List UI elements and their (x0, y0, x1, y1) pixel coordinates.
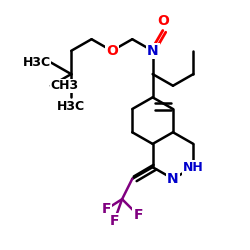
Text: N: N (147, 44, 158, 58)
Text: F: F (101, 202, 111, 216)
Text: F: F (110, 214, 120, 228)
Text: O: O (157, 14, 169, 28)
Text: N: N (167, 172, 179, 186)
Text: CH3: CH3 (51, 79, 79, 92)
Text: O: O (106, 44, 118, 58)
Text: H3C: H3C (57, 100, 85, 113)
Text: NH: NH (183, 161, 204, 174)
Text: H3C: H3C (23, 56, 51, 69)
Text: F: F (133, 208, 143, 222)
